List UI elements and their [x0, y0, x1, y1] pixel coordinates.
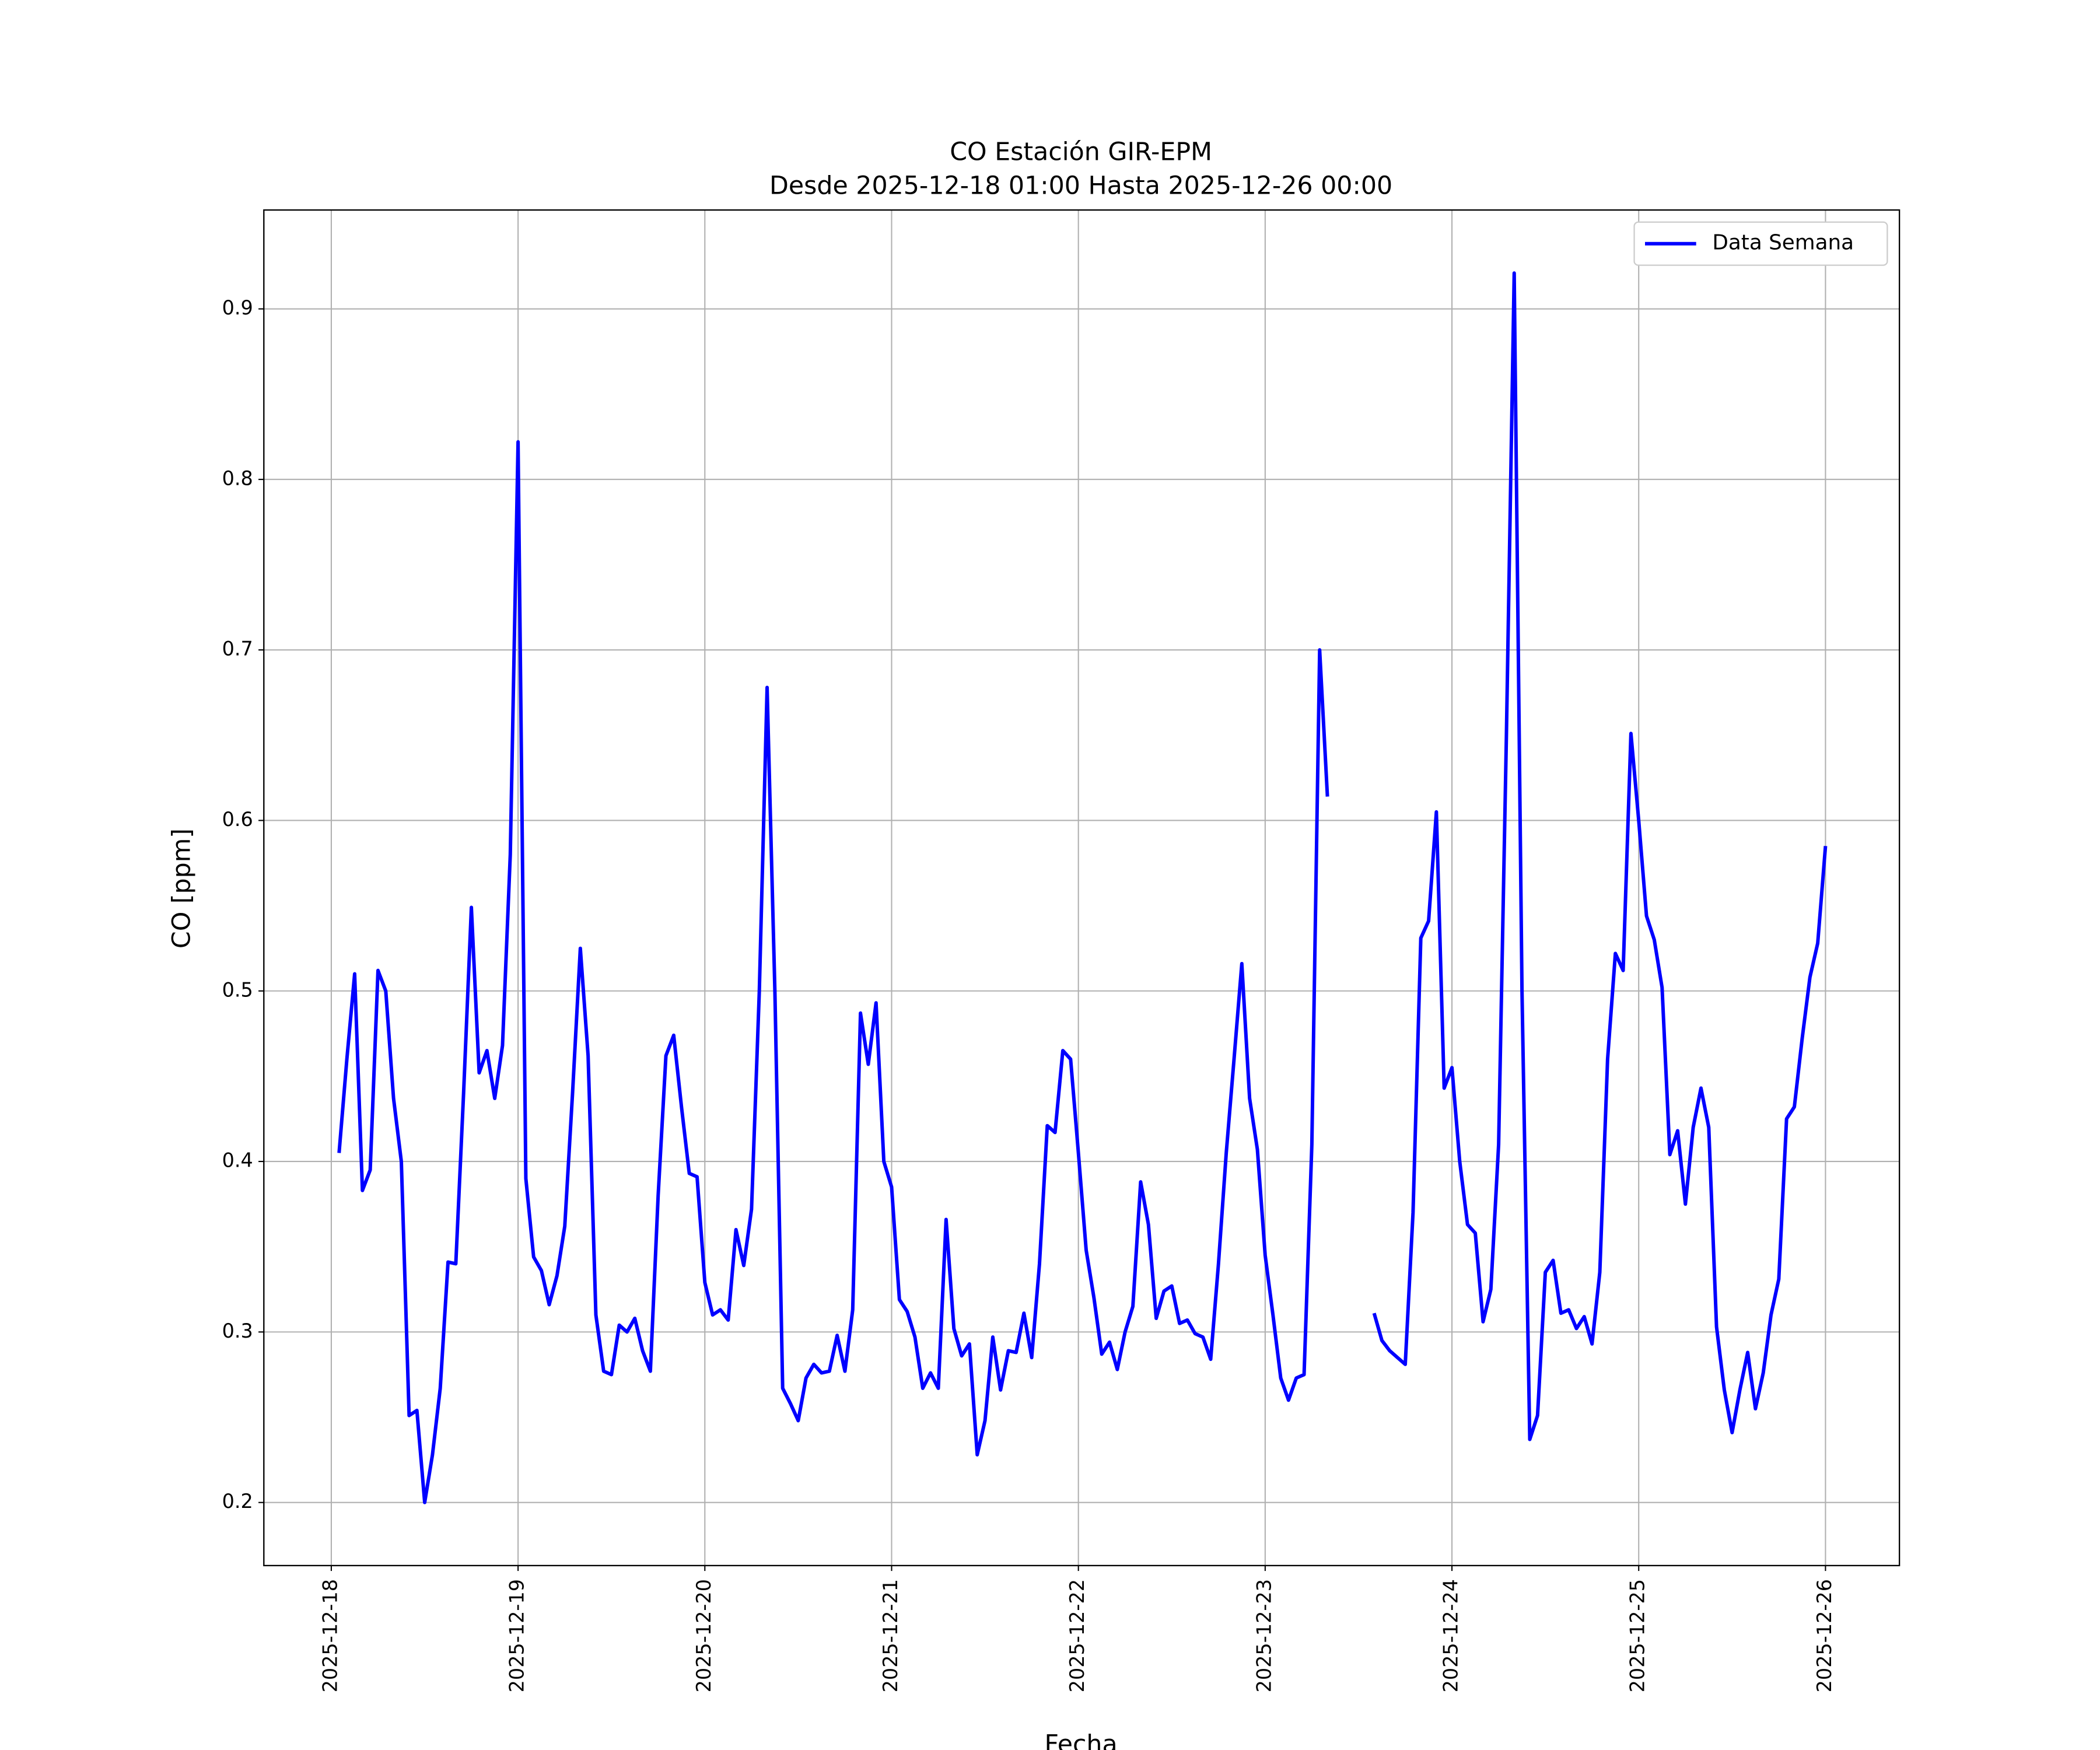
legend-label: Data Semana [1712, 231, 1854, 255]
y-tick-label: 0.2 [222, 1490, 253, 1513]
y-tick-label: 0.5 [222, 978, 253, 1001]
chart-title: CO Estación GIR-EPM [950, 138, 1212, 167]
legend-box [1633, 221, 1888, 266]
y-tick-label: 0.7 [222, 638, 253, 660]
x-tick-label: 2025-12-23 [1252, 1579, 1275, 1692]
x-tick-label: 2025-12-22 [1066, 1579, 1088, 1692]
y-tick-label: 0.3 [222, 1320, 253, 1342]
y-tick-label: 0.6 [222, 808, 253, 831]
data-line [337, 271, 1828, 1504]
chart-subtitle: Desde 2025-12-18 01:00 Hasta 2025-12-26 … [769, 171, 1392, 200]
x-tick-label: 2025-12-26 [1813, 1579, 1836, 1692]
y-tick-label: 0.8 [222, 467, 253, 489]
x-tick-label: 2025-12-21 [879, 1579, 902, 1692]
y-tick-label: 0.4 [222, 1149, 253, 1172]
plot-frame [263, 209, 1901, 1566]
y-tick-label: 0.9 [222, 296, 253, 319]
x-tick-label: 2025-12-19 [506, 1579, 528, 1692]
x-tick-label: 2025-12-24 [1440, 1579, 1462, 1692]
legend: Data Semana [1633, 221, 1888, 266]
x-tick-label: 2025-12-20 [692, 1579, 715, 1692]
x-tick-label: 2025-12-25 [1626, 1579, 1649, 1692]
y-axis-label: CO [ppm] [167, 828, 196, 949]
x-axis-label: Fecha [1044, 1730, 1117, 1750]
x-tick-label: 2025-12-18 [318, 1579, 341, 1692]
